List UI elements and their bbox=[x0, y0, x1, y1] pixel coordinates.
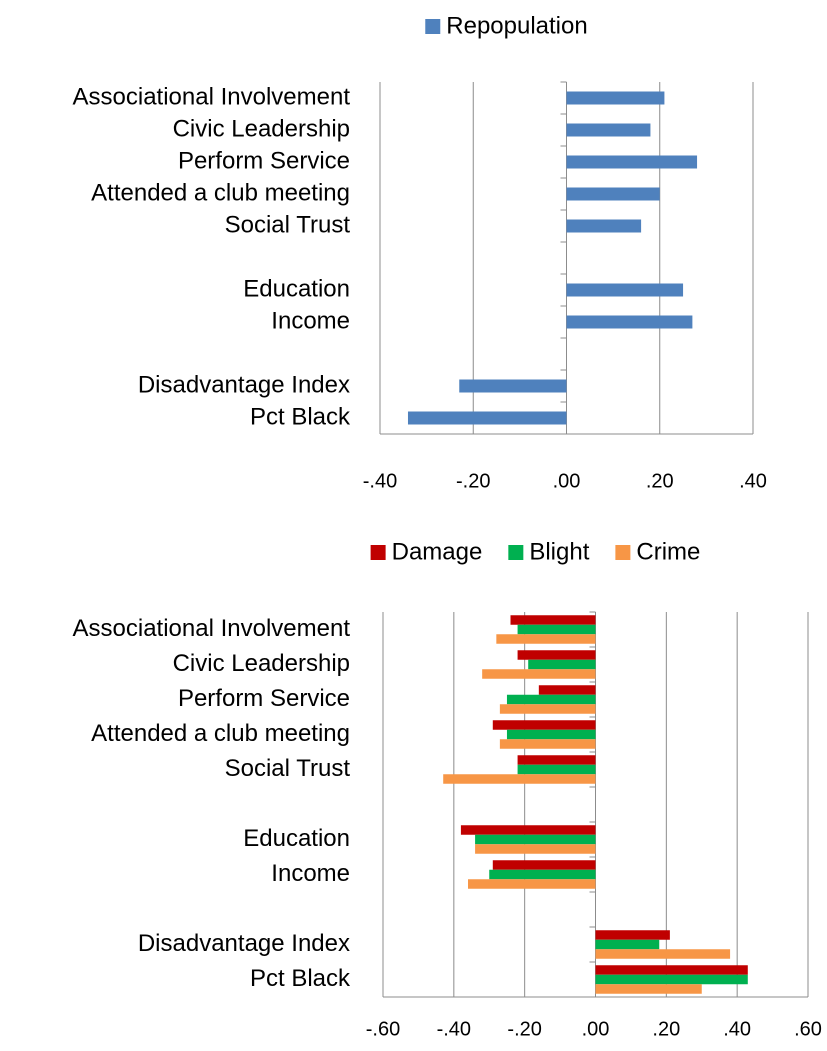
category-label: Perform Service bbox=[178, 147, 350, 174]
bar bbox=[492, 860, 596, 870]
category-label: Education bbox=[243, 825, 350, 852]
category-label: Social Trust bbox=[225, 755, 351, 782]
bar bbox=[443, 774, 596, 784]
x-tick-label: -.20 bbox=[507, 1018, 541, 1040]
category-label: Income bbox=[271, 860, 350, 887]
bar bbox=[510, 615, 596, 625]
category-label: Income bbox=[271, 307, 350, 334]
x-tick-label: .20 bbox=[646, 470, 674, 492]
bar bbox=[566, 219, 642, 233]
bar bbox=[595, 930, 670, 940]
legend-label: Blight bbox=[529, 538, 589, 565]
category-label: Civic Leadership bbox=[173, 115, 350, 142]
bar bbox=[595, 965, 748, 975]
legend-swatch bbox=[425, 19, 441, 34]
bar bbox=[492, 720, 596, 730]
category-label: Associational Involvement bbox=[73, 83, 351, 110]
legend-label: Repopulation bbox=[446, 12, 587, 39]
category-label: Attended a club meeting bbox=[91, 720, 350, 747]
bar bbox=[499, 704, 596, 714]
bar bbox=[459, 379, 567, 393]
bar bbox=[517, 650, 596, 660]
bar bbox=[496, 634, 596, 644]
category-label: Perform Service bbox=[178, 685, 350, 712]
category-label: Associational Involvement bbox=[73, 615, 351, 642]
x-tick-label: -.20 bbox=[456, 470, 490, 492]
x-tick-label: .40 bbox=[723, 1018, 751, 1040]
legend-swatch bbox=[370, 545, 386, 560]
bar bbox=[517, 764, 596, 775]
bar bbox=[489, 869, 596, 880]
bar bbox=[566, 283, 684, 297]
category-label: Social Trust bbox=[225, 211, 351, 238]
bar bbox=[566, 91, 665, 105]
bar bbox=[566, 155, 698, 169]
bar bbox=[566, 187, 660, 201]
bar bbox=[595, 939, 660, 950]
bar bbox=[506, 729, 596, 740]
category-label: Pct Black bbox=[250, 965, 351, 992]
category-label: Education bbox=[243, 275, 350, 302]
x-tick-label: .00 bbox=[553, 470, 581, 492]
bar bbox=[566, 123, 651, 137]
category-label: Civic Leadership bbox=[173, 650, 350, 677]
x-tick-label: .20 bbox=[652, 1018, 680, 1040]
bar bbox=[482, 669, 596, 679]
bar bbox=[528, 659, 596, 670]
legend-swatch bbox=[508, 545, 524, 560]
legend-label: Crime bbox=[636, 538, 700, 565]
x-tick-label: -.40 bbox=[363, 470, 397, 492]
bar bbox=[595, 974, 748, 985]
category-label: Disadvantage Index bbox=[138, 930, 350, 957]
x-tick-label: -.40 bbox=[437, 1018, 471, 1040]
bar bbox=[499, 739, 596, 749]
x-tick-label: .00 bbox=[582, 1018, 610, 1040]
bar bbox=[566, 315, 693, 329]
bar bbox=[538, 685, 596, 695]
bar bbox=[506, 694, 596, 705]
legend-label: Damage bbox=[392, 538, 483, 565]
bar bbox=[475, 834, 596, 845]
bar bbox=[595, 984, 702, 994]
legend-swatch bbox=[615, 545, 631, 560]
category-label: Pct Black bbox=[250, 403, 351, 430]
x-tick-label: .60 bbox=[794, 1018, 822, 1040]
bar bbox=[460, 825, 596, 835]
bar bbox=[517, 755, 596, 765]
category-label: Attended a club meeting bbox=[91, 179, 350, 206]
bar bbox=[475, 844, 596, 854]
category-label: Disadvantage Index bbox=[138, 371, 350, 398]
bar bbox=[517, 624, 596, 635]
x-tick-label: -.60 bbox=[366, 1018, 400, 1040]
x-tick-label: .40 bbox=[739, 470, 767, 492]
bar bbox=[595, 949, 731, 959]
bar bbox=[407, 411, 567, 425]
bar bbox=[468, 879, 596, 889]
